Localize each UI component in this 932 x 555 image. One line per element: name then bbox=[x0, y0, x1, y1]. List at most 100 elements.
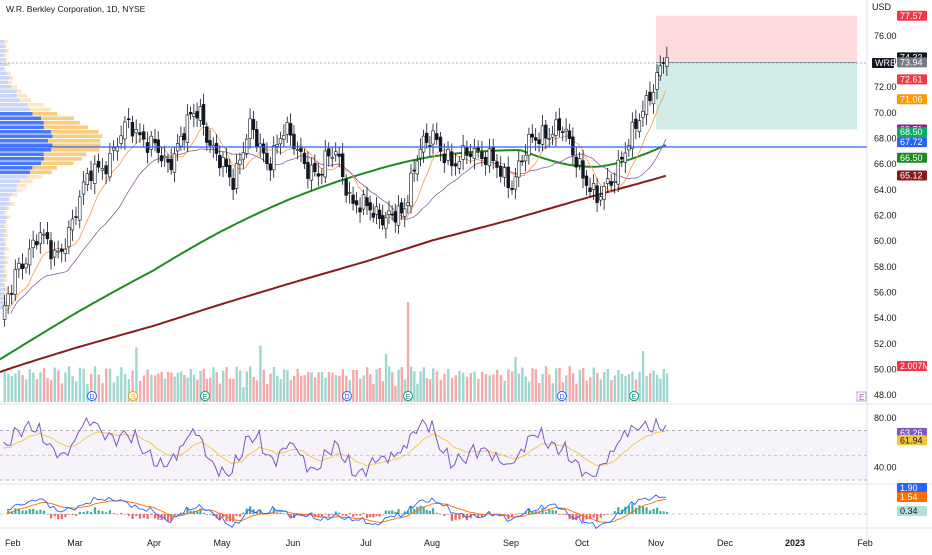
price-tick-label: 76.00 bbox=[874, 31, 897, 41]
currency-label: USD bbox=[872, 2, 892, 12]
candle-body bbox=[149, 135, 153, 150]
volume-bars bbox=[3, 302, 669, 402]
vp-bar-up bbox=[0, 251, 4, 256]
candle-body bbox=[166, 158, 170, 163]
candle-body bbox=[387, 210, 391, 215]
time-axis[interactable]: Feb Mar Apr May Jun Jul Aug Sep Oct Nov Dec 2023 Feb bbox=[5, 538, 873, 548]
volume-bar bbox=[78, 367, 82, 402]
macd-histogram-bar bbox=[534, 511, 537, 514]
volume-bar bbox=[127, 379, 131, 402]
price-tag-bg bbox=[897, 94, 927, 105]
volume-bar bbox=[375, 369, 378, 402]
macd-histogram-bar bbox=[480, 514, 484, 517]
macd-histogram-bar bbox=[568, 514, 571, 520]
candle-body bbox=[119, 135, 123, 144]
candle-body bbox=[218, 154, 222, 169]
candle-body bbox=[393, 211, 397, 223]
macd-histogram-bar bbox=[544, 512, 548, 514]
volume-bar bbox=[507, 369, 510, 402]
candle-body bbox=[327, 148, 331, 157]
vp-bar-up bbox=[0, 161, 41, 166]
price-tick-label: 52.00 bbox=[874, 339, 897, 349]
candle-body bbox=[221, 157, 225, 167]
macd-histogram-bar bbox=[163, 514, 166, 520]
candle-body bbox=[272, 145, 276, 171]
macd-histogram-bar bbox=[406, 510, 410, 514]
volume-bar bbox=[46, 378, 49, 402]
vp-bar-down bbox=[5, 220, 7, 224]
macd-histogram-bar bbox=[662, 511, 665, 514]
vp-bar-up bbox=[0, 53, 4, 58]
volume-bar bbox=[276, 376, 279, 402]
volume-bar bbox=[262, 369, 265, 402]
position-tool[interactable] bbox=[656, 15, 857, 130]
candle-body bbox=[658, 65, 662, 77]
candle-body bbox=[557, 118, 562, 131]
volume-profile bbox=[0, 40, 103, 310]
volume-bar bbox=[565, 375, 568, 402]
volume-bar bbox=[108, 368, 112, 402]
candle-body bbox=[406, 202, 410, 207]
vp-bar-down bbox=[41, 116, 74, 121]
volume-bar bbox=[362, 375, 365, 402]
macd-histogram-bar bbox=[665, 511, 669, 514]
macd-histogram-bar bbox=[627, 506, 631, 514]
volume-bar bbox=[551, 383, 554, 402]
event-marker-e-icon bbox=[403, 391, 413, 401]
candle-body bbox=[208, 140, 212, 146]
price-tag-bg bbox=[897, 57, 927, 68]
candle-body bbox=[591, 182, 596, 190]
volume-bar bbox=[21, 375, 24, 402]
candle-body bbox=[268, 163, 273, 171]
volume-bar bbox=[585, 380, 588, 402]
volume-bar bbox=[665, 373, 669, 402]
candle-body bbox=[409, 172, 413, 207]
vp-bar-up bbox=[0, 112, 33, 116]
macd-histogram-bar bbox=[331, 514, 334, 515]
month-label: Nov bbox=[648, 538, 665, 548]
candle-body bbox=[577, 158, 582, 166]
candle-body bbox=[313, 162, 317, 173]
candle-body bbox=[399, 202, 404, 214]
macd-histogram-bar bbox=[105, 512, 108, 514]
macd-histogram-bar bbox=[7, 510, 10, 514]
vp-bar-down bbox=[4, 269, 8, 274]
vp-bar-up bbox=[0, 58, 6, 62]
candle-body bbox=[648, 91, 652, 101]
month-label: Oct bbox=[575, 538, 590, 548]
vp-bar-down bbox=[52, 143, 101, 148]
volume-bar bbox=[603, 371, 606, 402]
volume-bar bbox=[186, 377, 189, 402]
candle-body bbox=[527, 133, 531, 156]
vp-bar-down bbox=[7, 215, 11, 220]
candle-body bbox=[288, 123, 293, 136]
volume-bar bbox=[252, 376, 255, 402]
macd-histogram-bar bbox=[648, 510, 652, 514]
macd-histogram-bar bbox=[46, 513, 49, 515]
month-label: Jun bbox=[286, 538, 301, 548]
candle-body bbox=[609, 181, 613, 186]
candle-body bbox=[78, 196, 82, 221]
candle-body bbox=[108, 153, 112, 178]
candle-body bbox=[567, 130, 572, 139]
vp-bar-down bbox=[4, 40, 8, 44]
vp-bar-up bbox=[0, 107, 31, 112]
macd-histogram-bar bbox=[603, 514, 606, 516]
macd-histogram-bar bbox=[432, 508, 435, 514]
macd-histogram-bar bbox=[154, 514, 157, 519]
candle-body bbox=[89, 170, 93, 181]
candle-body bbox=[574, 156, 578, 168]
macd-value-tag-bg bbox=[897, 483, 927, 493]
volume-bar bbox=[372, 383, 375, 402]
volume-bar bbox=[596, 372, 599, 402]
price-axis[interactable]: 76.0074.0072.0070.0068.0066.0064.0062.00… bbox=[874, 31, 897, 473]
candle-body bbox=[533, 137, 538, 141]
candle-body bbox=[561, 131, 565, 133]
candle-body bbox=[285, 122, 289, 135]
macd-histogram-bar bbox=[135, 514, 138, 517]
earnings-upcoming-icon[interactable] bbox=[856, 391, 867, 402]
candle-body bbox=[179, 135, 183, 147]
